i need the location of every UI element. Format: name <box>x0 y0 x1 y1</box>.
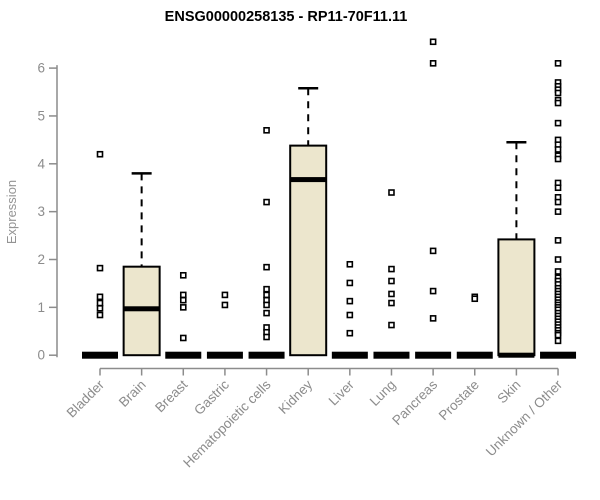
outlier-point-unknown-other <box>554 208 562 215</box>
x-tick-label-gastric: Gastric <box>191 377 232 418</box>
outlier-point-liver <box>346 279 354 287</box>
outlier-point-pancreas <box>429 38 437 46</box>
y-tick-label-0: 0 <box>37 348 45 363</box>
median-line-skin <box>498 352 535 358</box>
collapsed-box-hematopoietic-cells <box>248 351 285 359</box>
outlier-point-pancreas <box>429 60 437 67</box>
outlier-point-pancreas <box>429 247 437 255</box>
outlier-point-unknown-other <box>554 146 562 153</box>
outlier-point-hematopoietic-cells <box>263 263 270 271</box>
outlier-point-breast <box>179 296 187 304</box>
y-tick-label-1: 1 <box>37 300 45 315</box>
outlier-point-liver <box>346 260 354 268</box>
chart-title: ENSG00000258135 - RP11-70F11.11 <box>165 9 408 25</box>
y-axis-title: Expression <box>4 180 19 244</box>
x-tick-label-pancreas: Pancreas <box>389 377 440 428</box>
collapsed-box-breast <box>165 351 202 359</box>
outlier-point-hematopoietic-cells <box>263 333 270 341</box>
outlier-point-unknown-other <box>554 155 562 163</box>
y-tick-label-4: 4 <box>37 156 45 171</box>
collapsed-box-lung <box>373 351 410 359</box>
collapsed-box-pancreas <box>415 351 452 359</box>
outlier-point-lung <box>388 265 395 273</box>
outlier-point-hematopoietic-cells <box>263 291 270 299</box>
outlier-point-unknown-other <box>554 256 562 263</box>
outlier-point-hematopoietic-cells <box>263 309 270 317</box>
median-line-kidney <box>290 177 327 183</box>
outlier-point-breast <box>179 334 187 342</box>
outlier-point-unknown-other <box>554 99 562 107</box>
outlier-point-hematopoietic-cells <box>263 198 270 206</box>
outlier-point-hematopoietic-cells <box>263 301 270 309</box>
outlier-point-bladder <box>96 311 104 319</box>
outlier-point-bladder <box>96 305 104 312</box>
x-tick-label-liver: Liver <box>326 377 358 409</box>
x-tick-label-kidney: Kidney <box>276 377 316 417</box>
outlier-point-unknown-other <box>554 60 562 67</box>
outlier-point-unknown-other <box>554 237 562 244</box>
y-tick-label-2: 2 <box>37 252 45 267</box>
outlier-point-lung <box>388 277 395 285</box>
x-tick-label-prostate: Prostate <box>436 377 482 423</box>
collapsed-box-bladder <box>82 351 118 359</box>
outlier-point-unknown-other <box>554 331 562 339</box>
outlier-point-liver <box>346 297 354 305</box>
outlier-point-bladder <box>96 299 104 307</box>
outlier-point-lung <box>388 290 395 298</box>
outlier-point-breast <box>179 304 187 311</box>
outlier-point-liver <box>346 311 354 319</box>
outlier-point-prostate <box>471 295 479 303</box>
outlier-point-bladder <box>96 150 104 158</box>
collapsed-box-liver <box>331 351 368 359</box>
x-tick-label-breast: Breast <box>152 377 190 415</box>
x-tick-label-brain: Brain <box>116 377 149 410</box>
outlier-point-gastric <box>221 291 229 299</box>
outlier-point-gastric <box>221 301 229 309</box>
outlier-point-lung <box>388 189 395 196</box>
box-skin <box>497 238 536 357</box>
outlier-point-lung <box>388 321 395 329</box>
outlier-point-unknown-other <box>554 89 562 97</box>
outlier-point-unknown-other <box>554 337 562 345</box>
collapsed-box-unknown-other <box>540 351 577 359</box>
x-tick-label-unknown-other: Unknown / Other <box>483 377 566 460</box>
y-tick-label-3: 3 <box>37 204 45 219</box>
outlier-point-breast <box>179 291 187 299</box>
y-tick-label-5: 5 <box>37 108 45 123</box>
outlier-point-unknown-other <box>554 198 562 206</box>
outlier-point-unknown-other <box>554 268 562 275</box>
outlier-point-unknown-other <box>554 119 562 127</box>
x-tick-label-skin: Skin <box>494 377 523 406</box>
outlier-point-unknown-other <box>554 184 562 192</box>
outlier-point-hematopoietic-cells <box>263 285 270 293</box>
x-tick-label-lung: Lung <box>367 377 399 409</box>
outlier-point-lung <box>388 299 395 307</box>
median-line-brain <box>123 306 160 312</box>
outlier-point-pancreas <box>429 287 437 295</box>
box-kidney <box>289 144 328 357</box>
outlier-point-bladder <box>96 264 104 272</box>
y-tick-label-6: 6 <box>37 61 45 76</box>
outlier-point-liver <box>346 329 354 337</box>
outlier-point-bladder <box>96 293 104 301</box>
collapsed-box-gastric <box>206 351 243 359</box>
x-tick-label-bladder: Bladder <box>64 377 108 421</box>
collapsed-box-prostate <box>456 351 493 359</box>
outlier-point-breast <box>179 271 187 279</box>
outlier-point-hematopoietic-cells <box>263 127 270 134</box>
outlier-point-pancreas <box>429 315 437 322</box>
